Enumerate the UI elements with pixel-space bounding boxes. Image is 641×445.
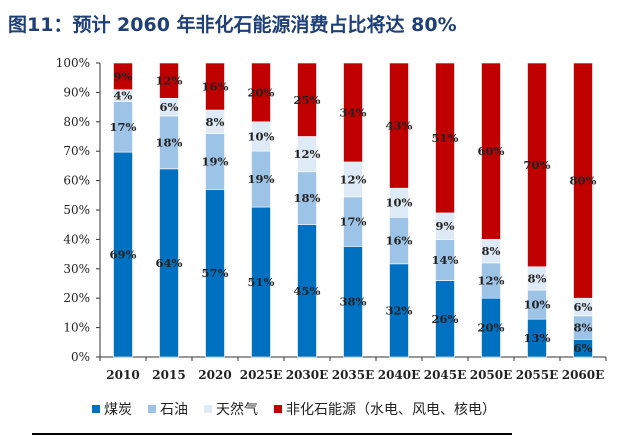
y-tick-label: 40% [63,232,90,246]
data-label: 8% [482,244,501,258]
x-tick-label: 2045E [424,368,467,382]
data-label: 10% [386,196,413,210]
footer-rule [32,433,512,435]
legend-swatch [148,405,156,413]
data-label: 16% [202,80,229,94]
data-label: 51% [432,131,459,145]
data-label: 4% [114,89,133,103]
y-tick-label: 0% [71,350,90,364]
data-label: 25% [294,93,321,107]
legend-label: 煤炭 [104,402,132,418]
legend-swatch [92,405,100,413]
x-tick-label: 2025E [240,368,283,382]
y-tick-label: 60% [63,174,90,188]
x-tick-label: 2055E [516,368,559,382]
data-label: 13% [524,331,551,345]
figure-title: 图11：预计 2060 年非化石能源消费占比将达 80% [8,14,457,36]
bar-segment [527,62,547,268]
bar-segment [159,62,179,99]
legend-item-gas: 天然气 [204,399,258,419]
data-label: 8% [528,271,547,285]
data-label: 9% [114,69,133,83]
data-label: 12% [340,172,367,186]
legend-item-coal: 煤炭 [92,399,132,419]
y-tick-label: 30% [63,262,90,276]
data-label: 9% [436,219,455,233]
y-tick-label: 100% [56,56,90,70]
legend: 煤炭 石油 天然气 非化石能源（水电、风电、核电） [92,399,496,419]
data-label: 6% [160,100,179,114]
data-label: 12% [294,147,321,161]
x-tick-label: 2060E [562,368,605,382]
data-label: 14% [432,253,459,267]
data-label: 18% [294,191,321,205]
x-tick-label: 2015 [152,368,185,382]
data-label: 38% [340,295,367,309]
bar-segment [251,62,271,123]
data-label: 45% [294,284,321,298]
y-tick-label: 80% [63,115,90,129]
x-tick-label: 2050E [470,368,513,382]
stacked-bar-chart: 0% 10% 20% 30% 40% 50% 60% 70% 80% 90% 100% 2010 69%… [56,56,607,382]
bar-segment [481,62,501,240]
data-label: 69% [110,248,137,262]
legend-swatch [274,405,282,413]
data-label: 57% [202,266,229,280]
legend-label: 非化石能源（水电、风电、核电） [286,402,496,418]
legend-label: 天然气 [216,402,258,418]
y-tick-label: 20% [63,291,90,305]
data-label: 16% [386,234,413,248]
x-tick-label: 2040E [378,368,421,382]
data-label: 12% [156,74,183,88]
data-label: 26% [432,312,459,326]
data-label: 18% [156,135,183,149]
data-label: 12% [478,274,505,288]
data-label: 10% [248,130,275,144]
x-tick-label: 2020 [198,368,231,382]
data-label: 32% [386,303,413,317]
data-label: 17% [340,215,367,229]
x-tick-label: 2035E [332,368,375,382]
y-tick-label: 10% [63,321,90,335]
bar-segment [343,62,363,163]
bar-segment [573,62,593,299]
bar-segment [205,62,225,111]
data-label: 8% [574,321,593,335]
data-label: 51% [248,275,275,289]
legend-label: 石油 [160,402,188,418]
data-label: 6% [574,300,593,314]
data-label: 20% [248,85,275,99]
y-tick-label: 90% [63,85,90,99]
data-label: 80% [570,174,597,188]
bar-segment [435,62,455,214]
data-label: 8% [206,115,225,129]
bar-segment [113,62,133,91]
data-label: 19% [202,154,229,168]
data-label: 19% [248,172,275,186]
legend-item-nonfossil: 非化石能源（水电、风电、核电） [274,399,496,419]
y-tick-label: 70% [63,144,90,158]
data-label: 17% [110,120,137,134]
data-label: 64% [156,256,183,270]
y-tick-label: 50% [63,203,90,217]
data-label: 60% [478,144,505,158]
bar-segment [297,62,317,137]
x-tick-label: 2030E [286,368,329,382]
data-label: 20% [478,321,505,335]
data-label: 43% [386,119,413,133]
data-label: 34% [340,105,367,119]
legend-swatch [204,405,212,413]
x-tick-label: 2010 [106,368,139,382]
bar-segment [389,62,409,189]
data-label: 10% [524,298,551,312]
legend-item-oil: 石油 [148,399,188,419]
data-label: 6% [574,341,593,355]
data-label: 70% [524,158,551,172]
